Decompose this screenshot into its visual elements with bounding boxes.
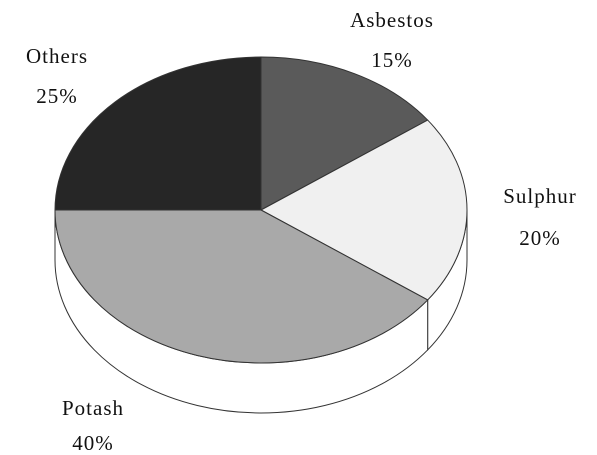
value-label: 15% [371, 48, 413, 72]
slice-label: Asbestos [350, 8, 434, 32]
pie-slice [259, 119, 468, 301]
slice-label: Potash [62, 396, 124, 420]
value-label: 40% [72, 431, 114, 455]
value-label: 25% [36, 84, 78, 108]
pie-slice [260, 56, 429, 211]
slice-label: Others [26, 44, 88, 68]
pie-slice [54, 209, 429, 364]
slice-label: Sulphur [503, 184, 577, 208]
pie-slice [54, 56, 262, 211]
value-label: 20% [519, 226, 561, 250]
